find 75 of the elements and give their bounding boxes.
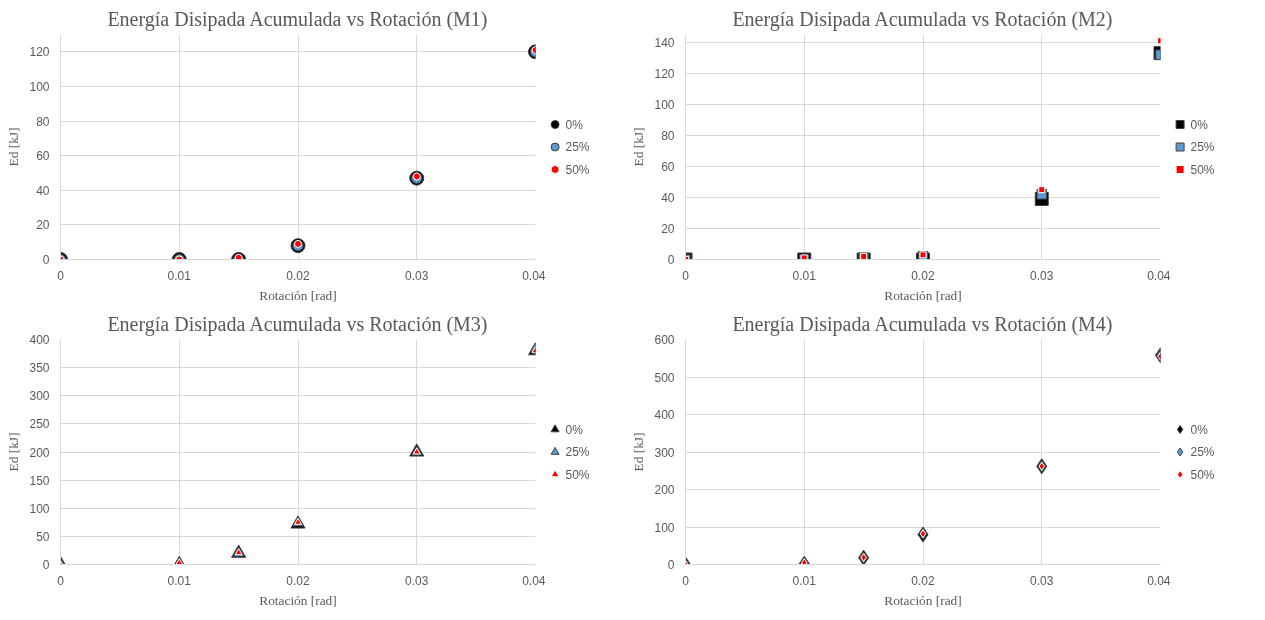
- legend-label: 25%: [565, 445, 590, 459]
- x-tick-label: 0.03: [1030, 268, 1054, 283]
- y-tick-label: 140: [654, 35, 675, 50]
- y-axis-title: Ed [kJ]: [6, 127, 22, 167]
- legend-label: 50%: [565, 162, 590, 177]
- x-tick-label: 0.03: [405, 573, 429, 588]
- x-tick-label: 0.04: [522, 268, 546, 283]
- legend-label: 0%: [565, 422, 584, 437]
- chart-title: Energía Disipada Acumulada vs Rotación (M2): [732, 7, 1113, 31]
- x-tick-label: 0.01: [167, 573, 192, 588]
- legend-label: 0%: [1190, 117, 1209, 132]
- y-axis-title: Ed [kJ]: [631, 432, 647, 472]
- y-tick-label: 0: [42, 558, 50, 572]
- legend-label: 0%: [1190, 422, 1209, 437]
- y-tick-label: 250: [29, 417, 50, 432]
- y-tick-label: 200: [29, 445, 50, 460]
- x-tick-label: 0.02: [911, 268, 935, 283]
- x-tick-label: 0: [57, 573, 65, 588]
- y-tick-label: 100: [29, 79, 50, 94]
- y-tick-label: 200: [654, 483, 675, 497]
- y-tick-label: 0: [667, 558, 675, 572]
- x-tick-label: 0.02: [911, 573, 935, 588]
- y-axis-title: Ed [kJ]: [6, 432, 22, 472]
- y-tick-label: 40: [661, 190, 675, 205]
- legend-label: 0%: [565, 117, 584, 132]
- y-tick-label: 40: [36, 183, 50, 198]
- chart-title: Energía Disipada Acumulada vs Rotación (M4): [732, 312, 1113, 336]
- y-axis-title: Ed [kJ]: [631, 127, 647, 167]
- y-tick-label: 20: [661, 221, 675, 236]
- x-tick-label: 0.01: [167, 268, 192, 283]
- y-tick-label: 0: [42, 253, 50, 267]
- legend-label: 50%: [1190, 162, 1215, 177]
- legend-label: 25%: [565, 140, 590, 154]
- x-tick-label: 0.03: [1030, 573, 1054, 588]
- y-tick-label: 60: [36, 149, 50, 164]
- x-axis-title: Rotación [rad]: [259, 287, 337, 303]
- x-axis-title: Rotación [rad]: [259, 592, 337, 608]
- y-tick-label: 500: [654, 370, 675, 385]
- legend-label: 25%: [1190, 445, 1215, 459]
- chart-title: Energía Disipada Acumulada vs Rotación (M3): [107, 312, 488, 336]
- x-tick-label: 0.04: [1147, 268, 1171, 283]
- x-tick-label: 0.04: [1147, 573, 1171, 588]
- y-tick-label: 50: [36, 529, 50, 544]
- legend-label: 25%: [1190, 140, 1215, 154]
- x-tick-label: 0.03: [405, 268, 429, 283]
- x-tick-label: 0.01: [792, 268, 817, 283]
- y-tick-label: 100: [29, 501, 50, 516]
- x-axis-title: Rotación [rad]: [884, 287, 962, 303]
- y-tick-label: 20: [36, 218, 50, 233]
- y-tick-label: 300: [654, 445, 675, 460]
- x-tick-label: 0.02: [286, 268, 310, 283]
- y-tick-label: 120: [654, 66, 675, 81]
- y-tick-label: 150: [29, 473, 50, 488]
- x-tick-label: 0: [57, 268, 65, 283]
- x-tick-label: 0.04: [522, 573, 546, 588]
- y-tick-label: 600: [654, 333, 675, 347]
- y-tick-label: 0: [667, 253, 675, 267]
- x-tick-label: 0.02: [286, 573, 310, 588]
- legend-label: 50%: [1190, 467, 1215, 482]
- y-tick-label: 60: [661, 159, 675, 174]
- y-tick-label: 100: [654, 520, 675, 535]
- y-tick-label: 80: [36, 114, 50, 129]
- x-tick-label: 0: [682, 573, 690, 588]
- y-tick-label: 100: [654, 97, 675, 112]
- y-tick-label: 120: [29, 45, 50, 60]
- x-tick-label: 0: [682, 268, 690, 283]
- x-axis-title: Rotación [rad]: [884, 592, 962, 608]
- legend-label: 50%: [565, 467, 590, 482]
- y-tick-label: 300: [29, 389, 50, 404]
- y-tick-label: 400: [654, 408, 675, 422]
- x-tick-label: 0.01: [792, 573, 817, 588]
- y-tick-label: 400: [29, 333, 50, 347]
- y-tick-label: 350: [29, 361, 50, 376]
- chart-title: Energía Disipada Acumulada vs Rotación (M1): [107, 7, 488, 31]
- y-tick-label: 80: [661, 128, 675, 143]
